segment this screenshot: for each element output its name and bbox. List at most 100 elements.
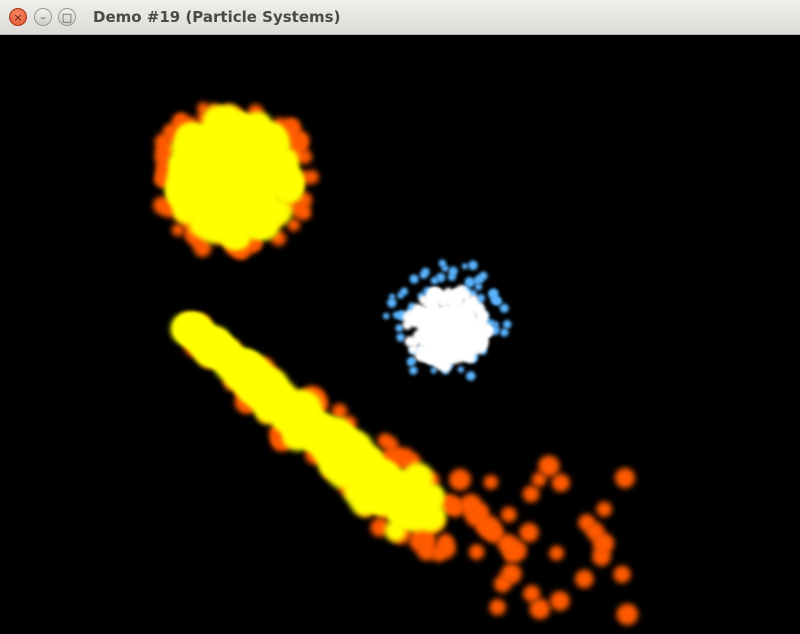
fire-particle <box>171 223 185 237</box>
trail-particle <box>578 514 596 532</box>
ice-particle <box>441 264 449 272</box>
fire-particle <box>291 201 309 218</box>
trail-particle <box>447 500 465 517</box>
fire-particle <box>245 112 273 140</box>
ice-particle <box>493 321 499 328</box>
trail-particle <box>503 547 518 562</box>
close-button[interactable]: × <box>9 8 27 26</box>
ice-particle <box>468 260 478 271</box>
trail-particle <box>284 401 317 433</box>
ice-particle <box>500 328 509 337</box>
particle-canvas[interactable] <box>0 35 800 634</box>
trail-particle <box>370 517 390 537</box>
ice-particle <box>499 303 509 313</box>
ice-particle <box>382 312 390 320</box>
ice-particle <box>502 320 512 329</box>
ice-particle <box>406 357 416 367</box>
trail-particle <box>254 396 283 424</box>
minimize-button[interactable]: – <box>34 8 52 26</box>
trail-particle <box>522 485 540 503</box>
ice-particle <box>416 344 427 355</box>
close-icon: × <box>13 10 23 24</box>
trail-particle <box>364 468 389 493</box>
ice-particle <box>452 289 463 300</box>
ice-particle <box>448 266 458 276</box>
ice-particle <box>490 295 500 305</box>
trail-particle <box>493 575 512 593</box>
particle-scene <box>152 102 639 626</box>
fire-particle <box>159 142 174 157</box>
trail-particle <box>596 501 612 517</box>
trail-particle <box>331 403 348 420</box>
trail-particle <box>531 472 547 488</box>
ice-particle <box>476 294 485 303</box>
trail-particle <box>523 585 541 603</box>
ice-particle <box>395 324 404 332</box>
ice-particle <box>409 366 418 375</box>
fire-trail-emitter <box>170 313 639 626</box>
fire-core <box>185 129 281 225</box>
ice-particle <box>387 298 397 308</box>
trail-particle <box>519 522 539 543</box>
trail-particle <box>592 532 615 555</box>
trail-particle <box>342 432 374 464</box>
ice-particle <box>467 280 474 287</box>
fire-particle <box>287 218 301 232</box>
trail-particle <box>437 533 454 550</box>
trail-particle <box>575 569 594 589</box>
ice-particle <box>457 366 465 373</box>
trail-particle <box>475 517 491 532</box>
ice-particle <box>466 371 476 381</box>
trail-particle <box>184 326 209 351</box>
ice-core <box>421 304 481 364</box>
trail-particle <box>228 360 255 387</box>
trail-particle <box>489 599 506 616</box>
fire-particle <box>152 196 171 215</box>
ice-particle <box>461 263 468 270</box>
ice-particle <box>478 319 488 329</box>
ice-particle <box>409 274 419 284</box>
trail-particle <box>367 487 392 512</box>
window-title: Demo #19 (Particle Systems) <box>93 8 341 26</box>
ice-particle <box>389 293 396 300</box>
ice-particle <box>400 287 409 296</box>
trail-particle <box>386 447 405 466</box>
trail-particle <box>402 462 434 494</box>
ice-particle <box>489 288 499 298</box>
ice-particle <box>411 310 424 323</box>
trail-particle <box>449 468 471 491</box>
ice-particle <box>479 271 488 280</box>
fire-particle <box>291 135 309 153</box>
fire-particle <box>193 238 212 257</box>
trail-particle <box>538 455 560 477</box>
ice-particle <box>396 333 405 342</box>
ice-particle <box>468 295 479 305</box>
ice-particle <box>474 308 489 323</box>
trail-particle <box>613 565 631 584</box>
maximize-icon: □ <box>61 10 73 24</box>
fire-particle <box>163 124 177 138</box>
minimize-icon: – <box>40 10 46 24</box>
title-bar[interactable]: × – □ Demo #19 (Particle Systems) <box>0 0 800 35</box>
ice-particle <box>430 367 437 374</box>
fire-ball-emitter <box>152 102 319 259</box>
trail-particle <box>469 544 485 560</box>
ice-particle <box>419 271 428 279</box>
trail-particle <box>483 475 499 490</box>
ice-emitter <box>382 259 512 381</box>
maximize-button[interactable]: □ <box>58 8 76 26</box>
ice-particle <box>429 287 438 297</box>
trail-particle <box>549 545 564 561</box>
trail-particle <box>324 417 352 445</box>
trail-particle <box>501 506 517 523</box>
trail-particle <box>424 485 445 506</box>
ice-particle <box>436 272 446 283</box>
trail-particle <box>529 598 551 620</box>
trail-particle <box>616 603 639 626</box>
trail-particle <box>306 423 329 446</box>
trail-particle <box>614 467 636 489</box>
trail-particle <box>550 591 570 611</box>
ice-particle <box>474 283 483 291</box>
trail-particle <box>551 473 570 492</box>
